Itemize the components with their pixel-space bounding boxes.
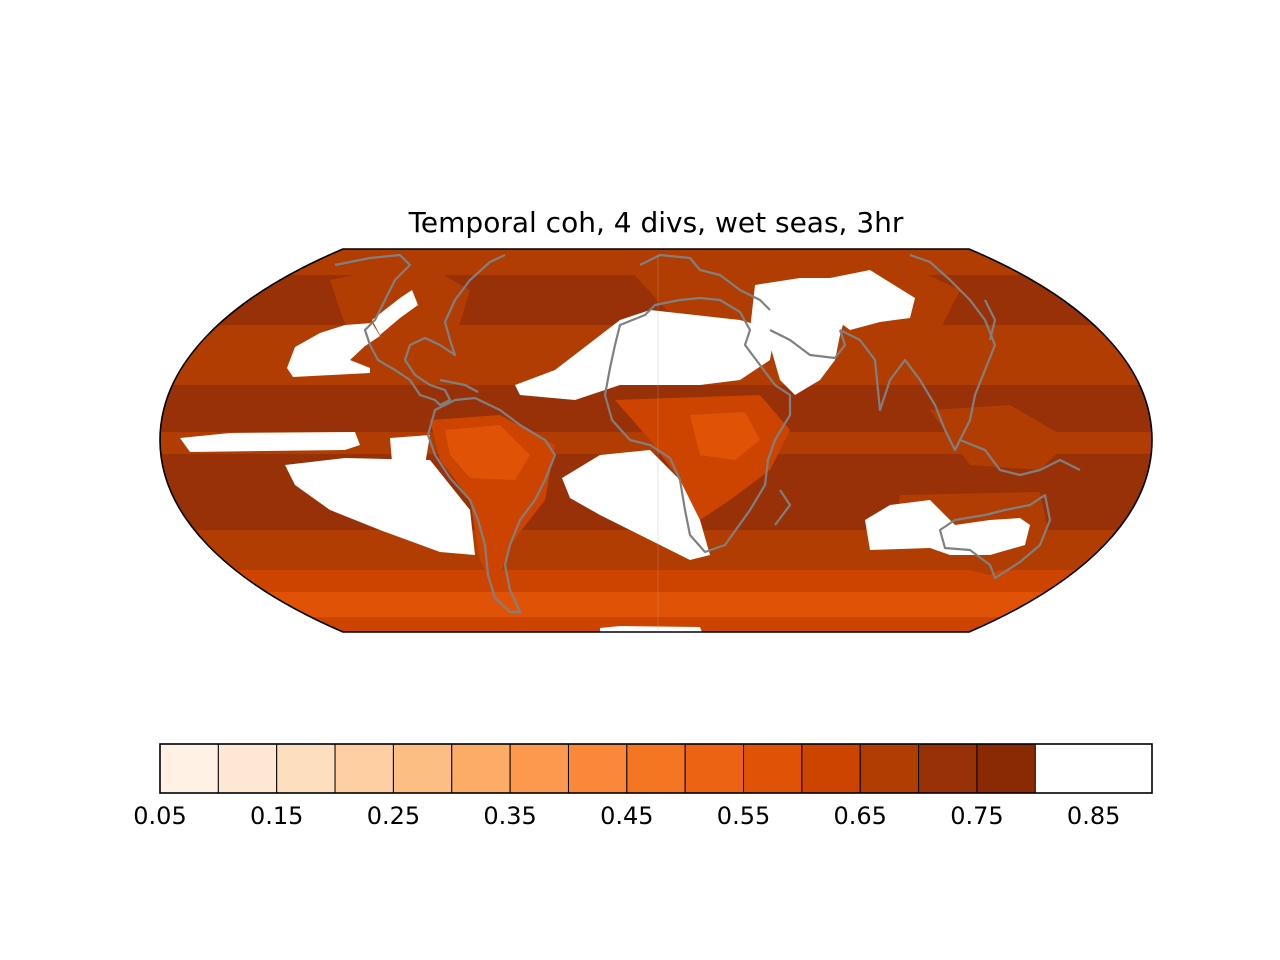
missing-antarctic-edge: [600, 626, 702, 632]
missing-equatorial-patch: [390, 435, 430, 465]
colorbar-cell: [567, 743, 628, 794]
map-outline: [159, 248, 1153, 633]
colorbar-ticks: 0.05 0.15 0.25 0.35 0.45 0.55 0.65 0.75 0.85: [133, 802, 1120, 830]
band-antarctic-edge: [160, 617, 1152, 632]
missing-data-regions: [180, 270, 1030, 632]
coast-asia: [839, 253, 997, 452]
patch-north-america: [330, 262, 470, 380]
colorbar-tick-label: 0.75: [950, 802, 1003, 830]
missing-central-asia: [820, 270, 915, 330]
coast-australia: [938, 493, 1052, 580]
colorbar-tick-label: 0.35: [483, 802, 536, 830]
missing-greenland-patch: [287, 323, 380, 377]
missing-north-atlantic-patch: [372, 290, 418, 335]
coast-japan: [984, 299, 997, 341]
colorbar-cell: [918, 743, 978, 794]
coast-maritime: [959, 438, 1081, 477]
colorbar-tick-label: 0.45: [600, 802, 653, 830]
colorbar-tick-label: 0.65: [834, 802, 887, 830]
missing-south-atlantic: [562, 450, 710, 560]
colorbar-frame: [159, 743, 1153, 794]
coast-madagascar: [774, 489, 792, 526]
coast-south-america: [426, 396, 557, 614]
colorbar-cell: [451, 743, 511, 794]
colorbar-tick-label: 0.25: [367, 802, 420, 830]
colorbar: 0.05 0.15 0.25 0.35 0.45 0.55 0.65 0.75 0.85: [133, 743, 1153, 830]
map-title: Temporal coh, 4 divs, wet seas, 3hr: [408, 206, 904, 239]
missing-sahara: [515, 310, 775, 400]
colorbar-cell: [859, 743, 920, 794]
colorbar-cell: [801, 743, 861, 794]
colorbar-cell: [159, 743, 219, 794]
colorbar-cell: [334, 743, 394, 794]
colorbar-cell: [626, 743, 686, 794]
missing-south-pacific: [285, 458, 475, 555]
world-map: [160, 249, 1152, 632]
band-southern-ocean: [160, 592, 1152, 617]
coastlines: [334, 253, 1081, 614]
coast-africa-europe: [603, 296, 792, 554]
colorbar-cell: [976, 743, 1036, 794]
patch-amazon: [445, 425, 530, 480]
colorbar-tick-label: 0.85: [1067, 802, 1120, 830]
patch-central-africa: [690, 412, 760, 460]
coast-caribbean: [439, 378, 479, 393]
coast-arabia: [769, 329, 847, 360]
missing-arabia: [750, 278, 850, 395]
colorbar-cells: [159, 743, 1036, 794]
colorbar-cell: [509, 743, 569, 794]
colorbar-tick-label: 0.05: [133, 802, 186, 830]
coast-europe-north: [639, 253, 771, 311]
band-south-high: [160, 570, 1152, 592]
missing-australia: [865, 500, 1030, 555]
colorbar-cell: [392, 743, 453, 794]
colorbar-cell: [276, 743, 336, 794]
colorbar-cell: [743, 743, 803, 794]
coast-north-america: [334, 253, 506, 407]
colorbar-tick-label: 0.55: [717, 802, 770, 830]
patch-maritime: [930, 405, 1070, 470]
colorbar-tick-label: 0.15: [250, 802, 303, 830]
colorbar-cell: [684, 743, 745, 794]
colorbar-cell: [217, 743, 278, 794]
missing-east-pacific: [180, 432, 360, 452]
